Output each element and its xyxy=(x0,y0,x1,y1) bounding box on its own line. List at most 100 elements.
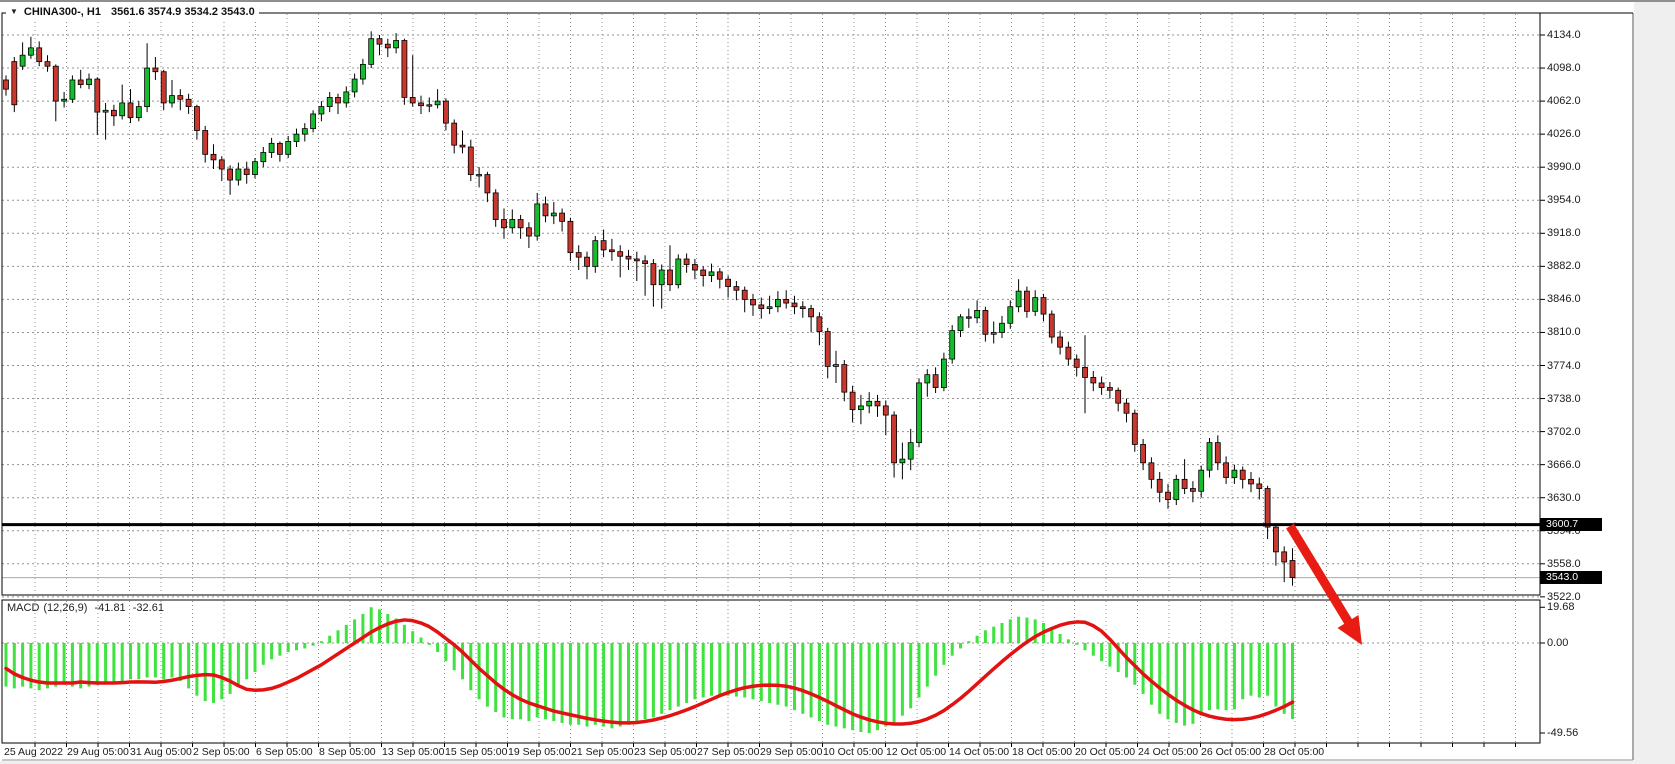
macd-histogram-bar xyxy=(826,643,830,725)
candle-body xyxy=(102,109,109,113)
candle-body xyxy=(135,106,142,119)
candle-body xyxy=(990,332,997,335)
chevron-down-icon[interactable]: ▼ xyxy=(10,7,18,16)
candle-body xyxy=(1214,442,1221,464)
candle-body xyxy=(94,78,101,113)
candle-body xyxy=(858,405,864,410)
candle-body xyxy=(924,374,931,384)
time-tick-label: 24 Oct 05:00 xyxy=(1138,746,1199,758)
candle-body xyxy=(1231,469,1238,478)
candle-body xyxy=(542,203,549,217)
macd-histogram-bar xyxy=(1050,628,1054,643)
candle-body xyxy=(584,256,590,267)
candle-body xyxy=(683,258,690,265)
candle-body xyxy=(384,43,391,49)
candle-body xyxy=(609,249,615,253)
macd-histogram-bar xyxy=(817,643,821,722)
macd-histogram-bar xyxy=(959,643,962,649)
candle-body xyxy=(19,54,26,67)
price-tick-label: 3702.0 xyxy=(1547,425,1581,438)
macd-histogram-bar xyxy=(1282,643,1286,714)
candle-body xyxy=(343,91,350,104)
macd-histogram-bar xyxy=(1266,643,1270,696)
macd-histogram-bar xyxy=(170,643,174,678)
price-tick-label: 3846.0 xyxy=(1547,293,1581,306)
macd-histogram-bar xyxy=(311,643,315,646)
macd-histogram-bar xyxy=(676,643,680,707)
ohlc-readout: 3561.6 3574.9 3534.2 3543.0 xyxy=(110,5,255,18)
candle-body xyxy=(193,106,200,131)
macd-histogram-bar xyxy=(303,643,307,649)
macd-histogram-bar xyxy=(685,643,689,703)
macd-histogram-bar xyxy=(502,643,506,718)
symbol-title-bar[interactable]: ▼ CHINA300-, H1 3561.6 3574.9 3534.2 354… xyxy=(6,4,259,19)
macd-histogram-bar xyxy=(1232,643,1236,710)
macd-histogram-bar xyxy=(942,643,946,665)
candle-body xyxy=(891,414,897,464)
candle-body xyxy=(700,269,707,276)
macd-histogram-bar xyxy=(1149,643,1153,705)
macd-histogram-bar xyxy=(784,643,788,707)
macd-histogram-bar xyxy=(62,643,66,685)
candle-body xyxy=(442,100,449,124)
candle-body xyxy=(218,159,225,170)
macd-histogram-bar xyxy=(1216,643,1220,710)
candle-body xyxy=(625,255,632,260)
candle-body xyxy=(708,271,715,276)
candle-body xyxy=(824,331,831,367)
macd-histogram-bar xyxy=(1249,643,1253,696)
macd-histogram-bar xyxy=(1257,643,1261,698)
macd-histogram-bar xyxy=(1083,643,1087,651)
candle-body xyxy=(426,104,433,107)
time-tick-label: 15 Sep 05:00 xyxy=(445,746,508,758)
candle-body xyxy=(1065,346,1072,360)
candle-body xyxy=(69,79,76,100)
macd-histogram-bar xyxy=(228,643,232,694)
macd-histogram-bar xyxy=(79,643,83,689)
time-tick-label: 29 Aug 05:00 xyxy=(67,746,129,758)
macd-histogram-bar xyxy=(1241,643,1245,700)
candle-body xyxy=(758,304,765,309)
macd-histogram-bar xyxy=(87,643,91,687)
macd-histogram-bar xyxy=(203,643,207,702)
candle-body xyxy=(1248,478,1254,485)
time-tick-label: 31 Aug 05:00 xyxy=(130,746,192,758)
candle-body xyxy=(393,40,400,49)
macd-signal-value: -32.61 xyxy=(132,602,164,614)
macd-histogram-bar xyxy=(884,643,888,727)
candle-body xyxy=(77,79,84,85)
candle-body xyxy=(310,113,317,130)
candle-body xyxy=(111,109,117,117)
candle-body xyxy=(999,322,1005,333)
macd-histogram-bar xyxy=(992,626,996,643)
macd-histogram-bar xyxy=(494,643,498,713)
candle-body xyxy=(899,458,906,464)
time-tick-label: 21 Sep 05:00 xyxy=(571,746,634,758)
window-bottom-margin xyxy=(0,761,1675,764)
macd-histogram-bar xyxy=(950,643,954,656)
macd-histogram-bar xyxy=(1008,619,1012,643)
macd-histogram-bar xyxy=(1033,619,1037,643)
macd-histogram-bar xyxy=(668,643,672,711)
candle-body xyxy=(160,71,167,104)
candle-body xyxy=(1107,387,1113,391)
price-tick-label: 3990.0 xyxy=(1547,161,1581,174)
candle-body xyxy=(1289,560,1296,578)
macd-tick-label: -49.56 xyxy=(1547,727,1579,739)
macd-histogram-bar xyxy=(934,643,938,676)
candle-body xyxy=(526,227,532,237)
macd-histogram-bar xyxy=(610,643,614,729)
macd-histogram-bar xyxy=(876,643,879,731)
macd-histogram-bar xyxy=(145,643,149,678)
macd-histogram-bar xyxy=(1017,616,1021,643)
candle-body xyxy=(916,382,922,444)
macd-signal-line xyxy=(4,618,1295,726)
candle-body xyxy=(1165,491,1171,500)
candle-body xyxy=(326,97,333,108)
macd-histogram-bar xyxy=(834,643,838,727)
price-tick-label: 3918.0 xyxy=(1547,227,1581,240)
macd-histogram-bar xyxy=(461,643,464,680)
macd-histogram-bar xyxy=(776,643,780,705)
macd-histogram-bar xyxy=(635,643,639,723)
